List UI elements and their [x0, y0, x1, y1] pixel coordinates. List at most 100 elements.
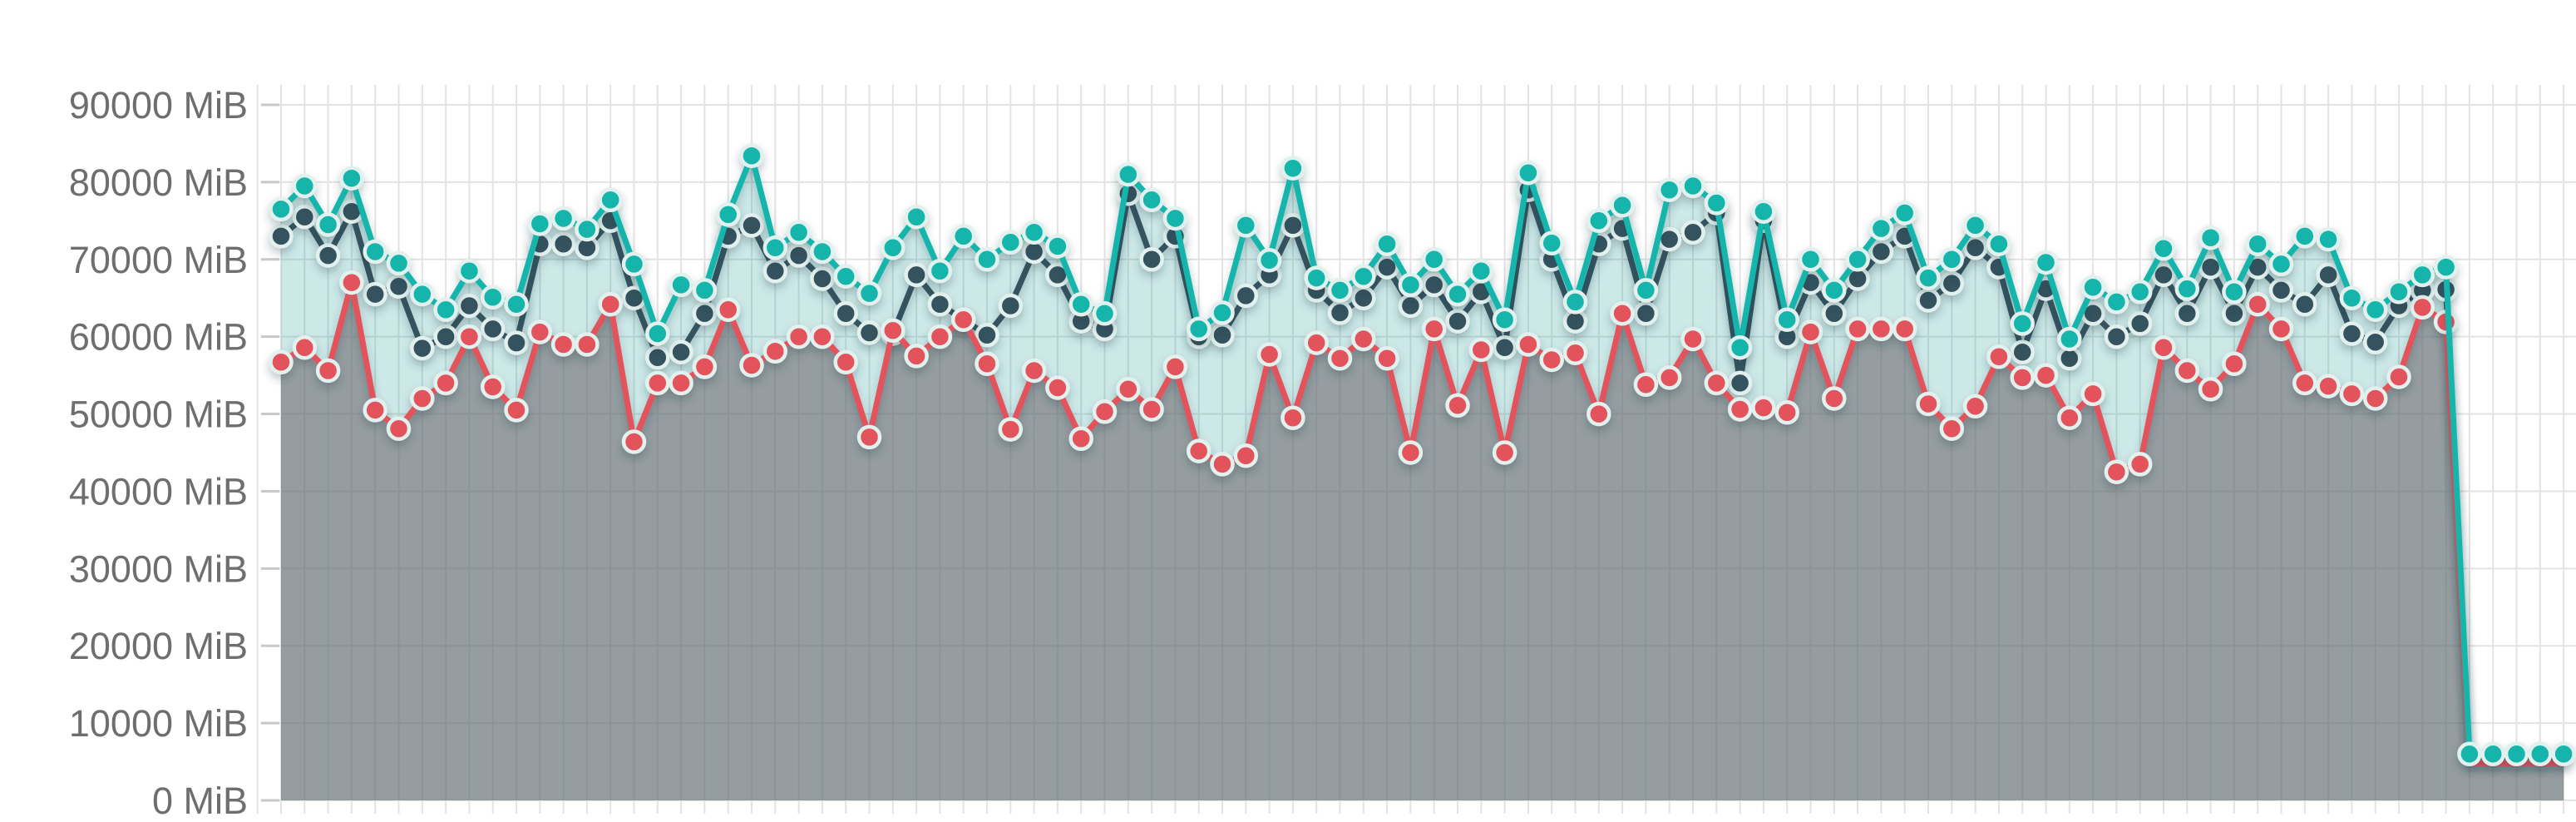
red-series-marker[interactable]: [1610, 301, 1635, 326]
red-series-marker[interactable]: [927, 324, 953, 349]
teal-series-marker[interactable]: [2362, 297, 2388, 322]
teal-series-marker[interactable]: [1374, 231, 1399, 256]
dark-series-marker[interactable]: [1939, 270, 1965, 296]
teal-series-marker[interactable]: [856, 280, 882, 306]
teal-series-marker[interactable]: [1727, 334, 1753, 360]
teal-series-marker[interactable]: [621, 251, 647, 277]
red-series-marker[interactable]: [2268, 316, 2294, 342]
red-series-marker[interactable]: [762, 339, 788, 364]
red-series-marker[interactable]: [1468, 337, 1494, 363]
dark-series-marker[interactable]: [2316, 262, 2341, 288]
red-series-marker[interactable]: [1186, 438, 1212, 463]
dark-series-marker[interactable]: [1210, 323, 1235, 348]
dark-series-marker[interactable]: [2292, 291, 2317, 317]
red-series-marker[interactable]: [527, 319, 553, 344]
red-series-marker[interactable]: [410, 386, 435, 411]
red-series-marker[interactable]: [1021, 358, 1047, 384]
teal-series-marker[interactable]: [810, 239, 835, 265]
red-series-marker[interactable]: [504, 398, 529, 423]
red-series-marker[interactable]: [1162, 354, 1188, 379]
teal-series-marker[interactable]: [1210, 300, 1235, 325]
red-series-marker[interactable]: [2010, 365, 2035, 390]
red-series-marker[interactable]: [292, 334, 318, 360]
teal-series-marker[interactable]: [1445, 281, 1470, 307]
dark-series-marker[interactable]: [692, 301, 718, 326]
red-series-marker[interactable]: [1516, 332, 1541, 357]
red-series-marker[interactable]: [1445, 393, 1470, 418]
dark-series-marker[interactable]: [786, 243, 812, 268]
red-series-marker[interactable]: [2362, 386, 2388, 411]
teal-series-marker[interactable]: [1116, 161, 1141, 187]
red-series-marker[interactable]: [1916, 391, 1941, 417]
red-series-marker[interactable]: [1421, 316, 1447, 342]
teal-series-marker[interactable]: [1186, 316, 1212, 342]
teal-series-marker[interactable]: [1656, 177, 1682, 202]
dark-series-marker[interactable]: [410, 335, 435, 361]
red-series-marker[interactable]: [2222, 351, 2247, 376]
dark-series-marker[interactable]: [1492, 334, 1517, 360]
red-series-marker[interactable]: [2410, 295, 2435, 320]
teal-series-marker[interactable]: [2339, 285, 2365, 310]
dark-series-marker[interactable]: [1351, 285, 1376, 310]
teal-series-marker[interactable]: [339, 166, 364, 191]
teal-series-marker[interactable]: [269, 196, 294, 222]
teal-series-marker[interactable]: [950, 224, 976, 249]
teal-series-marker[interactable]: [1916, 265, 1941, 290]
dark-series-marker[interactable]: [1868, 239, 1894, 265]
dark-series-marker[interactable]: [927, 291, 953, 317]
teal-series-marker[interactable]: [1256, 247, 1282, 273]
teal-series-marker[interactable]: [2198, 225, 2223, 250]
dark-series-marker[interactable]: [1327, 300, 1353, 325]
red-series-marker[interactable]: [2151, 334, 2176, 360]
teal-series-marker[interactable]: [575, 216, 600, 242]
red-series-marker[interactable]: [2316, 374, 2341, 399]
teal-series-marker[interactable]: [1587, 208, 1611, 234]
teal-series-marker[interactable]: [762, 235, 788, 260]
red-series-marker[interactable]: [2339, 381, 2365, 407]
red-series-marker[interactable]: [1939, 416, 1965, 441]
red-series-marker[interactable]: [1774, 399, 1799, 425]
teal-series-marker[interactable]: [2010, 311, 2035, 336]
red-series-marker[interactable]: [433, 370, 458, 396]
dark-series-marker[interactable]: [1445, 309, 1470, 334]
teal-series-marker[interactable]: [2386, 280, 2411, 305]
teal-series-marker[interactable]: [1822, 278, 1847, 303]
teal-series-marker[interactable]: [2433, 255, 2459, 280]
dark-series-marker[interactable]: [1281, 213, 1305, 238]
red-series-marker[interactable]: [269, 349, 294, 375]
red-series-marker[interactable]: [810, 324, 835, 349]
teal-series-marker[interactable]: [2245, 231, 2270, 256]
dark-series-marker[interactable]: [810, 266, 835, 291]
teal-series-marker[interactable]: [1162, 206, 1188, 231]
dark-series-marker[interactable]: [975, 323, 999, 348]
teal-series-marker[interactable]: [2174, 276, 2200, 301]
teal-series-marker[interactable]: [975, 247, 999, 272]
dark-series-marker[interactable]: [504, 330, 529, 355]
teal-series-marker[interactable]: [669, 272, 693, 298]
teal-series-marker[interactable]: [2080, 275, 2105, 300]
teal-series-marker[interactable]: [1539, 230, 1564, 256]
teal-series-marker[interactable]: [386, 250, 412, 276]
teal-series-marker[interactable]: [692, 278, 718, 303]
red-series-marker[interactable]: [1304, 330, 1329, 355]
red-series-marker[interactable]: [1562, 340, 1588, 365]
dark-series-marker[interactable]: [269, 224, 294, 249]
red-series-marker[interactable]: [1327, 345, 1353, 371]
red-series-marker[interactable]: [2057, 405, 2082, 430]
red-series-marker[interactable]: [2033, 363, 2059, 388]
dark-series-marker[interactable]: [669, 339, 693, 364]
teal-series-marker[interactable]: [1798, 247, 1823, 272]
red-series-marker[interactable]: [1798, 319, 1823, 344]
red-series-marker[interactable]: [1892, 316, 1917, 342]
red-series-marker[interactable]: [1116, 377, 1141, 402]
dark-series-marker[interactable]: [2222, 301, 2247, 326]
red-series-marker[interactable]: [692, 354, 718, 379]
dark-series-marker[interactable]: [739, 213, 764, 238]
teal-series-marker[interactable]: [2457, 741, 2482, 767]
red-series-marker[interactable]: [2174, 358, 2200, 384]
red-series-marker[interactable]: [1868, 316, 1894, 342]
teal-series-marker[interactable]: [881, 235, 906, 260]
red-series-marker[interactable]: [1539, 347, 1564, 373]
dark-series-marker[interactable]: [1139, 247, 1164, 272]
red-series-marker[interactable]: [1986, 344, 2011, 369]
